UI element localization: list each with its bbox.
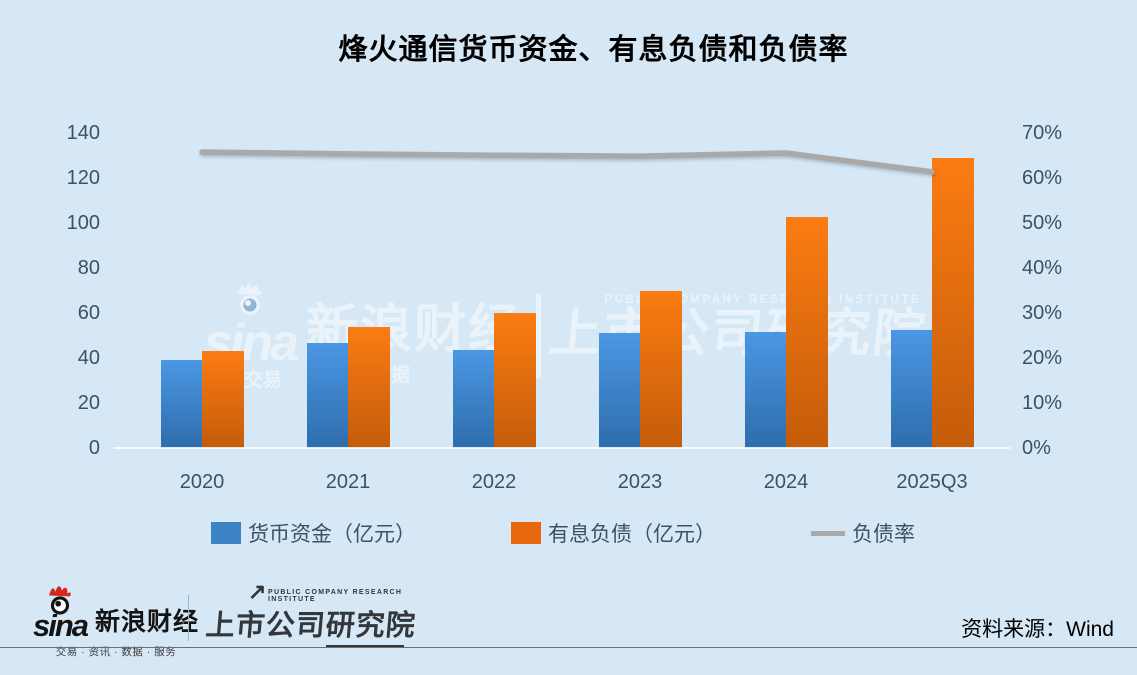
bar-debt-2022: [494, 313, 536, 448]
bar-debt-2020: [202, 350, 244, 448]
left-axis-tick-label: 0: [88, 437, 100, 459]
data-source-note: 资料来源：Wind: [961, 618, 1114, 641]
pcri-english-text: PUBLIC COMPANY RESEARCH INSTITUTE: [268, 589, 403, 603]
category-label-2021: 2021: [325, 471, 371, 493]
left-axis-tick-label: 20: [77, 391, 100, 414]
legend-line-swatch: [811, 530, 845, 536]
category-label-2023: 2023: [617, 471, 663, 493]
legend-label-debt: 有息负债（亿元）: [548, 523, 716, 546]
bar-cash-2020: [160, 359, 202, 448]
footer-rule: [0, 647, 1137, 648]
right-axis-tick-label: 40%: [1022, 256, 1063, 279]
bar-cash-2025Q3: [890, 329, 932, 448]
right-axis-tick-label: 60%: [1022, 166, 1063, 189]
left-axis-tick-label: 60: [77, 301, 100, 324]
left-axis-tick-label: 80: [77, 256, 100, 279]
legend-swatch-debt: [511, 522, 541, 544]
debt-ratio-line: [199, 149, 935, 175]
sina-finance-logo: sina 新浪财经 交易 · 资讯 · 数据 · 服务: [33, 584, 199, 659]
right-axis-tick-label: 10%: [1022, 391, 1063, 414]
arrow-up-right-icon: ↗: [248, 579, 267, 604]
sina-wordmark: sina: [33, 608, 89, 643]
category-label-2025Q3: 2025Q3: [896, 471, 968, 493]
sina-eye-icon: [238, 283, 262, 315]
bar-debt-2024: [786, 216, 828, 448]
left-axis-tick-label: 140: [66, 121, 100, 144]
bar-cash-2021: [306, 342, 348, 448]
bar-debt-2023: [640, 291, 682, 448]
legend-item-debt-ratio: 负债率: [811, 519, 915, 547]
left-axis-tick-label: 120: [66, 166, 100, 189]
pcri-chinese-text: 上市公司研究院: [204, 610, 418, 642]
chart-title: 烽火通信货币资金、有息负债和负债率: [338, 34, 849, 66]
right-axis-tick-label: 70%: [1022, 121, 1063, 144]
bar-debt-2025Q3: [932, 157, 974, 448]
category-label-2020: 2020: [179, 471, 225, 493]
bar-debt-2021: [348, 327, 390, 448]
sina-tagline: 交易 · 资讯 · 数据 · 服务: [55, 645, 177, 658]
left-axis-tick-label: 40: [77, 346, 100, 369]
bar-cash-2022: [452, 350, 494, 448]
sina-brand-text: 新浪财经: [95, 607, 200, 636]
right-axis-tick-label: 0%: [1022, 437, 1051, 459]
category-label-2024: 2024: [763, 471, 809, 493]
pcri-underline: [326, 645, 404, 648]
bar-cash-2024: [744, 332, 786, 448]
category-label-2022: 2022: [471, 471, 517, 493]
bar-cash-2023: [598, 332, 640, 448]
right-axis-tick-label: 50%: [1022, 211, 1063, 234]
right-axis-tick-label: 30%: [1022, 301, 1063, 324]
x-axis-baseline: [114, 447, 1010, 449]
left-axis-tick-label: 100: [66, 211, 100, 234]
watermark-divider: [536, 294, 542, 378]
legend-label-debt-ratio: 负债率: [852, 523, 915, 546]
legend-item-debt: 有息负债（亿元）: [511, 519, 716, 547]
legend-label-cash: 货币资金（亿元）: [248, 523, 416, 546]
watermark-pcri-en: PUBLIC COMPANY RESEARCH INSTITUTE: [604, 294, 922, 306]
right-axis-tick-label: 20%: [1022, 346, 1063, 369]
sina-eye-icon: [49, 586, 71, 615]
pcri-logo: ↗ PUBLIC COMPANY RESEARCH INSTITUTE 上市公司…: [204, 579, 418, 648]
footer-divider: [188, 595, 189, 641]
legend-item-cash: 货币资金（亿元）: [211, 519, 416, 547]
legend-swatch-cash: [211, 522, 241, 544]
